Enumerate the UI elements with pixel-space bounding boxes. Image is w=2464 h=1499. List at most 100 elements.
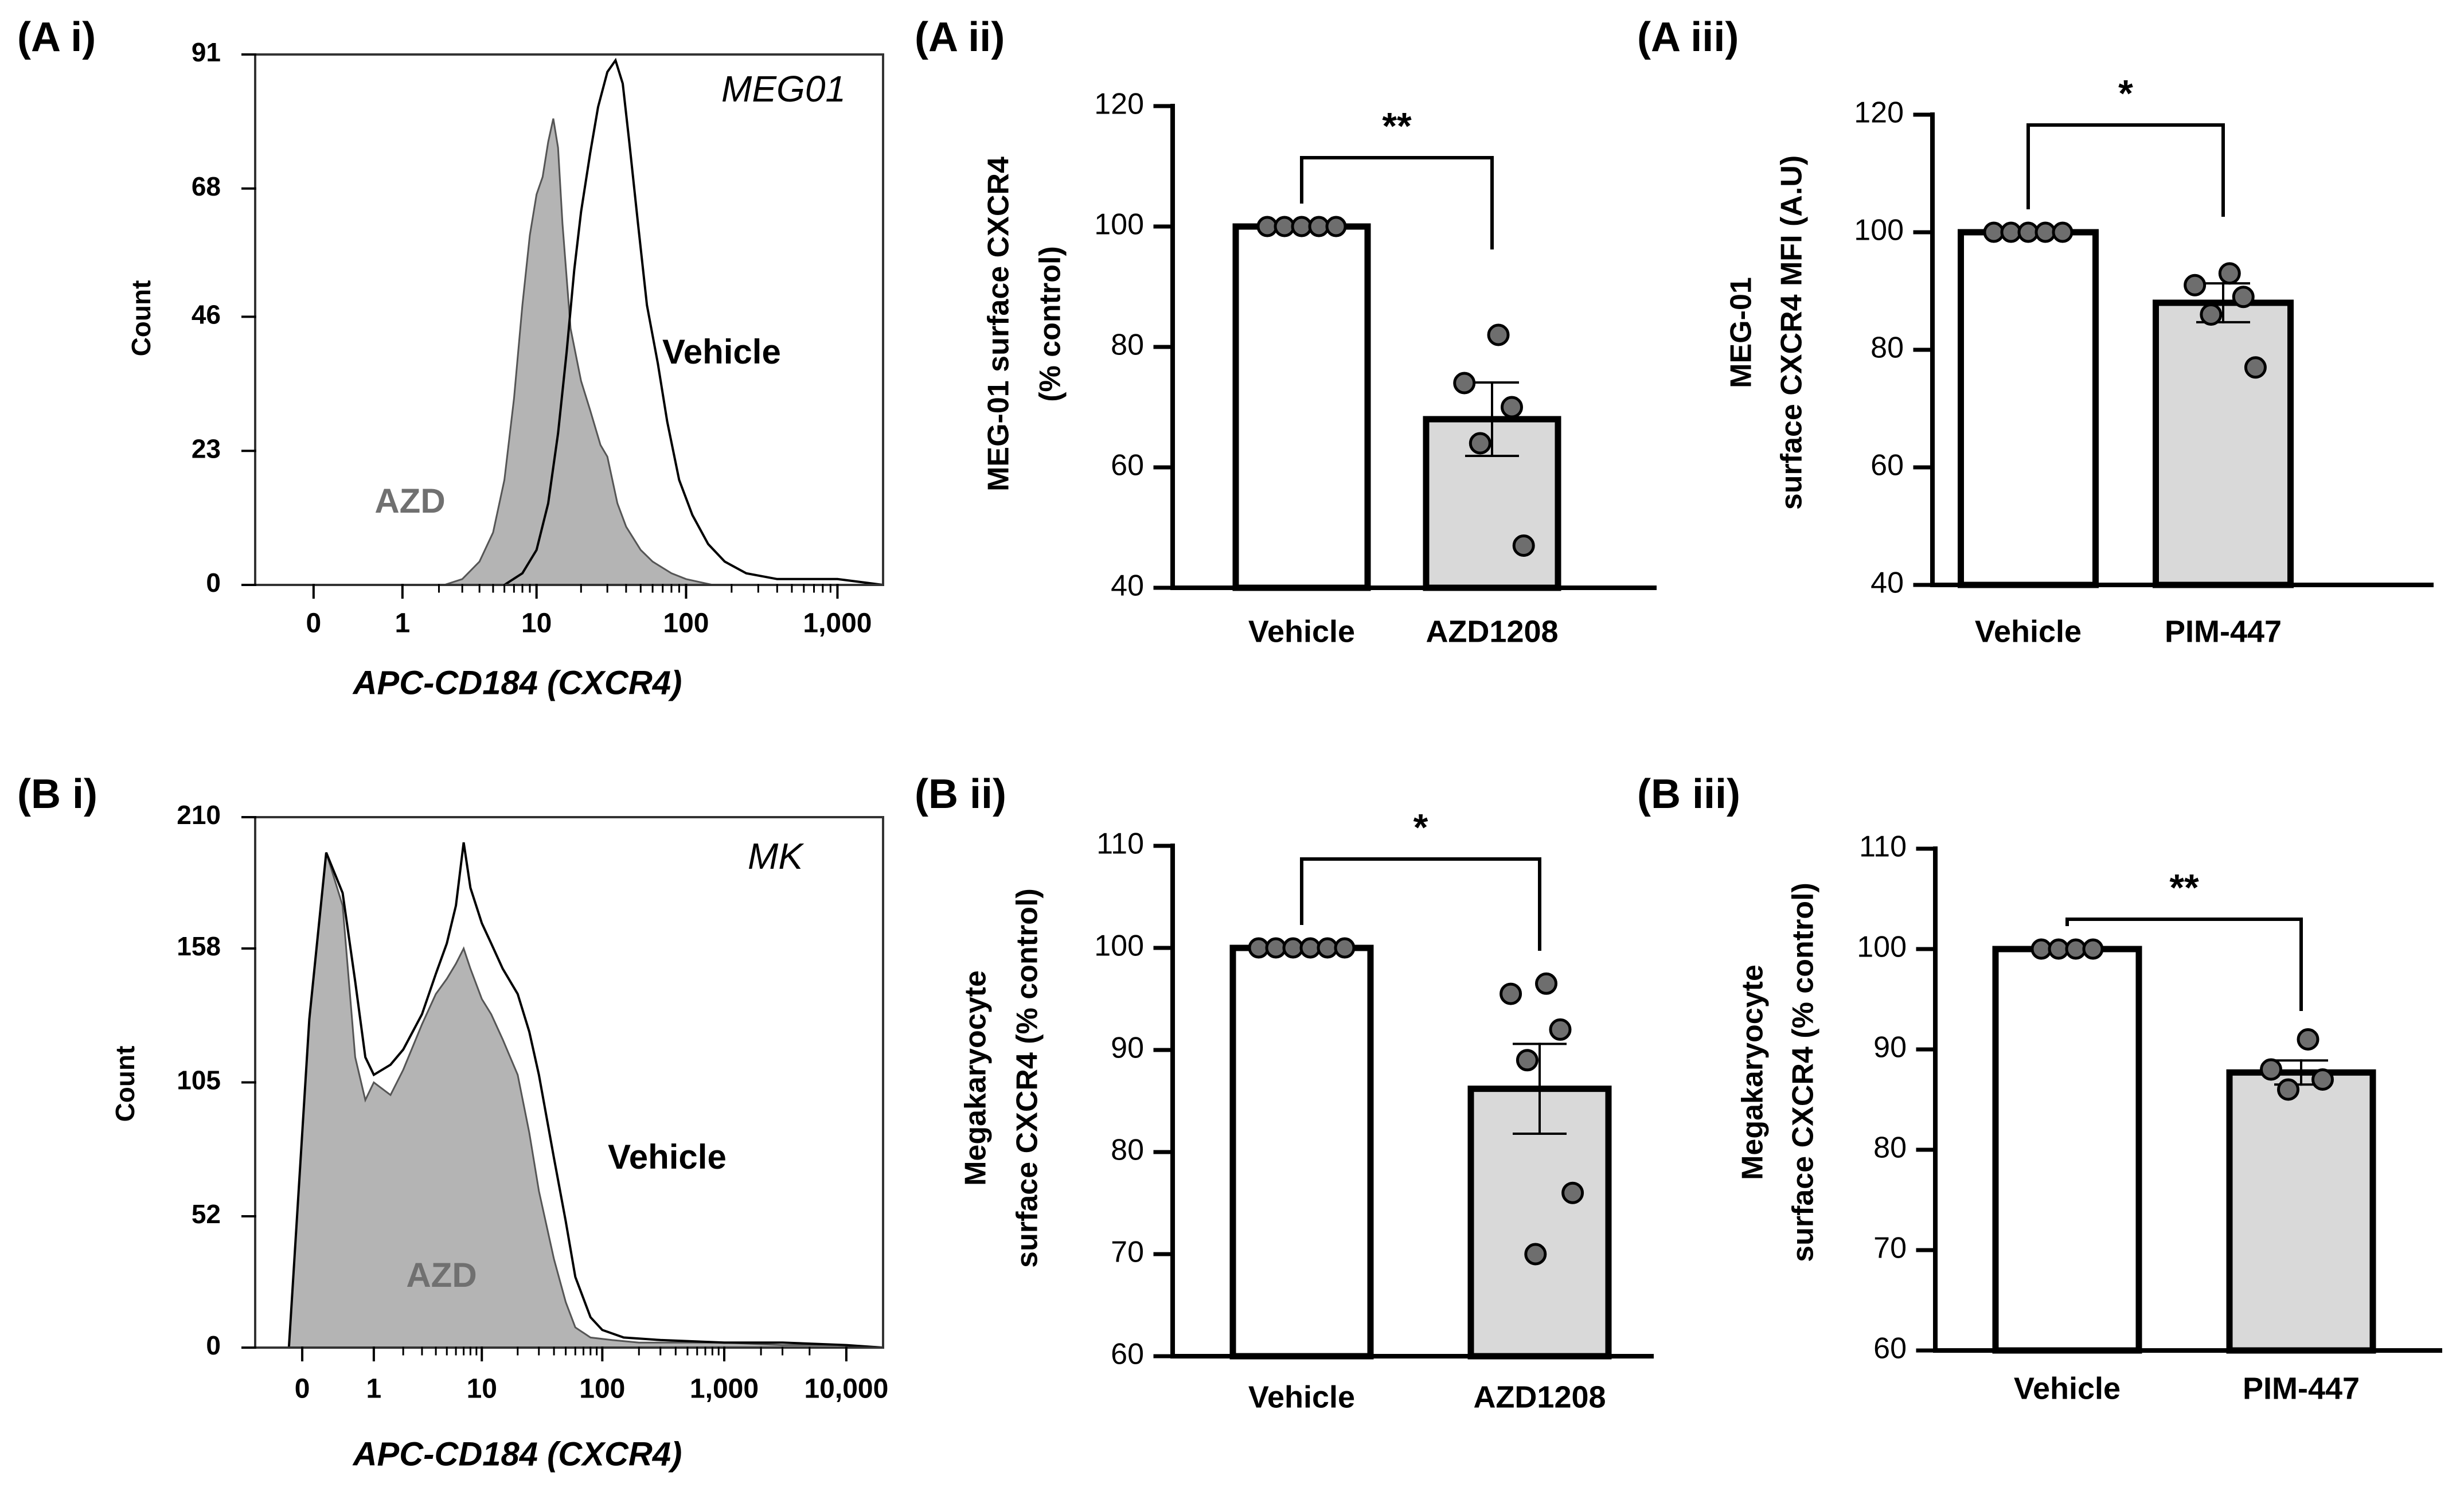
y-tick-label: 80	[1111, 329, 1144, 362]
data-point	[1265, 937, 1287, 959]
y-tick-label: 46	[192, 300, 221, 330]
data-point	[1248, 937, 1270, 959]
series-label-azd: AZD	[406, 1256, 477, 1294]
data-point	[2017, 221, 2039, 243]
x-tick-label: 1,000	[690, 1374, 759, 1404]
data-point	[1516, 1049, 1538, 1072]
bar-pim-447	[2226, 1069, 2376, 1354]
data-point	[1983, 221, 2005, 243]
significance-marker: *	[2118, 72, 2133, 114]
data-point	[1469, 432, 1491, 455]
panel-label: (B iii)	[1637, 771, 1740, 817]
x-tick-label: 1	[395, 608, 410, 639]
category-label: AZD1208	[1473, 1380, 1606, 1414]
y-tick-label: 23	[192, 434, 221, 463]
x-tick-label: 0	[306, 608, 322, 639]
panel-label: (B i)	[17, 771, 97, 817]
y-axis-label: (% control)	[1034, 246, 1067, 402]
y-tick-label: 105	[177, 1065, 221, 1095]
bar-vehicle	[1229, 944, 1374, 1360]
data-point	[1512, 534, 1535, 557]
significance-bracket	[2026, 123, 2225, 217]
y-tick-label: 100	[1854, 214, 1904, 247]
y-axis-label: Count	[126, 280, 156, 357]
y-tick-label: 210	[177, 800, 221, 830]
x-tick-label: 10,000	[804, 1374, 888, 1404]
y-tick-label: 0	[206, 568, 221, 598]
x-tick-label: 10	[521, 608, 552, 639]
data-point	[2218, 262, 2241, 285]
data-point	[1308, 216, 1330, 237]
series-label-vehicle: Vehicle	[608, 1138, 727, 1176]
y-tick-label: 60	[1871, 449, 1904, 482]
y-tick-label: 90	[1873, 1031, 1907, 1064]
data-point	[1487, 323, 1510, 346]
data-point	[1317, 937, 1338, 959]
panel-aiii: (A iii) Vehicle PIM-447 40 60 80 100 120 MEG-01 s…	[1637, 14, 2434, 649]
y-axis-label: Megakaryocyte	[1736, 965, 1770, 1180]
panel-aii: (A ii) Vehicle AZD1208 40 60 80 100 120 MEG-01 s…	[915, 14, 1657, 649]
data-point	[1549, 1018, 1572, 1041]
y-tick-label: 0	[206, 1330, 221, 1360]
data-point	[2277, 1078, 2299, 1101]
significance-bracket	[2065, 918, 2303, 1011]
panel-label: (A iii)	[1637, 14, 1739, 60]
y-tick-label: 80	[1873, 1131, 1907, 1165]
panel-bii: (B ii) Vehicle AZD1208 60 70 80 90 100 110 Megaka…	[915, 771, 1654, 1414]
data-point	[2000, 221, 2022, 243]
data-point	[2200, 303, 2223, 326]
data-point	[2052, 221, 2073, 243]
category-label: Vehicle	[1248, 1380, 1355, 1414]
panel-biii: (B iii) Vehicle PIM-447 60 70 80 90 100 110 Megak…	[1637, 771, 2442, 1406]
data-point	[1299, 937, 1321, 959]
data-point	[1291, 216, 1313, 237]
data-point	[2035, 221, 2056, 243]
data-point	[1535, 972, 1558, 995]
data-point	[2244, 356, 2267, 379]
plot-frame	[254, 53, 884, 586]
x-tick-label: 1,000	[803, 608, 872, 639]
y-tick-label: 40	[1111, 569, 1144, 603]
y-tick-label: 60	[1111, 1338, 1144, 1371]
y-tick-label: 100	[1094, 930, 1144, 963]
x-tick-label: 100	[663, 608, 709, 639]
data-point	[2065, 938, 2087, 960]
data-point	[1334, 937, 1356, 959]
category-label: Vehicle	[1248, 614, 1355, 649]
y-axis-label: surface CXCR4 MFI (A.U)	[1775, 155, 1809, 510]
y-tick-label: 100	[1857, 931, 1907, 964]
y-tick-label: 60	[1873, 1332, 1907, 1365]
y-tick-label: 70	[1111, 1236, 1144, 1269]
y-tick-label: 110	[1859, 830, 1907, 864]
bar-pim-447	[2153, 299, 2294, 588]
bar-vehicle	[1232, 223, 1371, 591]
data-point	[1501, 396, 1523, 419]
x-axis-label: APC-CD184 (CXCR4)	[352, 1435, 682, 1473]
data-point	[1256, 216, 1278, 237]
data-point	[2232, 286, 2255, 309]
y-axis-label: MEG-01	[1725, 277, 1758, 388]
x-axis-label: APC-CD184 (CXCR4)	[352, 664, 682, 701]
y-tick-label: 120	[1854, 96, 1904, 130]
significance-marker: *	[1413, 806, 1428, 848]
y-tick-label: 90	[1111, 1032, 1144, 1065]
y-axis-label: Count	[110, 1046, 140, 1122]
y-tick-label: 158	[177, 931, 221, 961]
y-axis-label: surface CXCR4 (% control)	[1011, 888, 1044, 1268]
bar-vehicle	[1992, 946, 2142, 1354]
x-tick-label: 10	[467, 1374, 497, 1404]
panel-label: (A ii)	[915, 14, 1005, 60]
category-label: AZD1208	[1426, 614, 1558, 649]
data-point	[2260, 1058, 2282, 1081]
y-axis-label: Megakaryocyte	[959, 970, 993, 1186]
significance-marker: **	[1382, 104, 1412, 147]
y-axis-label: MEG-01 surface CXCR4	[982, 157, 1016, 491]
data-point	[1274, 216, 1295, 237]
y-tick-label: 100	[1094, 208, 1144, 241]
data-point	[1453, 372, 1476, 395]
data-point	[2311, 1068, 2334, 1091]
bar-vehicle	[1958, 229, 2099, 588]
data-point	[2048, 938, 2069, 960]
data-point	[2184, 274, 2207, 296]
